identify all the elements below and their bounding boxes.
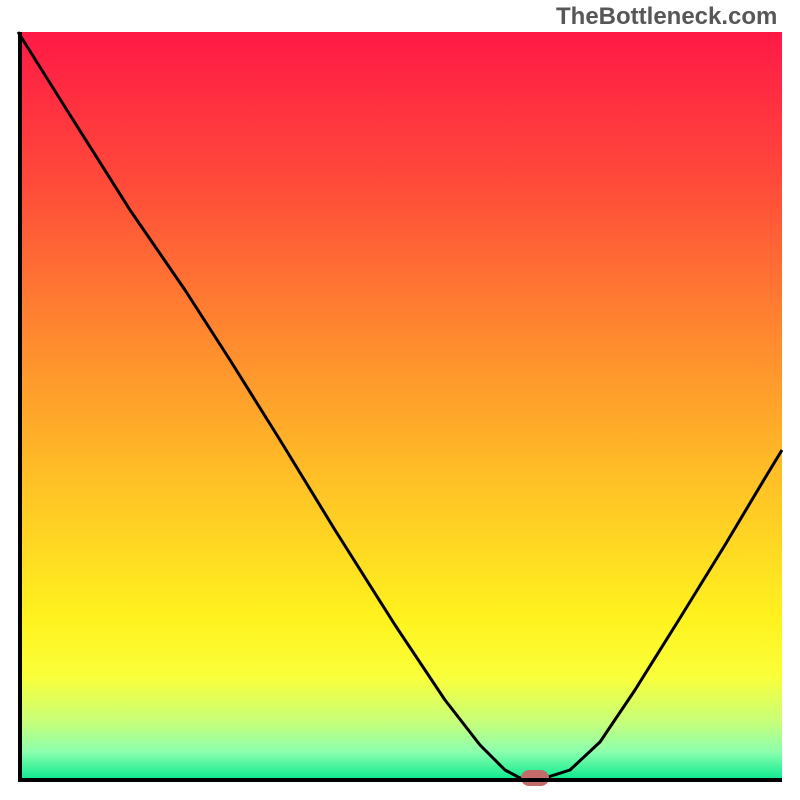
optimal-point-marker <box>521 770 549 786</box>
gradient-background <box>18 32 782 782</box>
chart-container: TheBottleneck.com <box>0 0 800 800</box>
attribution-label: TheBottleneck.com <box>556 3 777 31</box>
